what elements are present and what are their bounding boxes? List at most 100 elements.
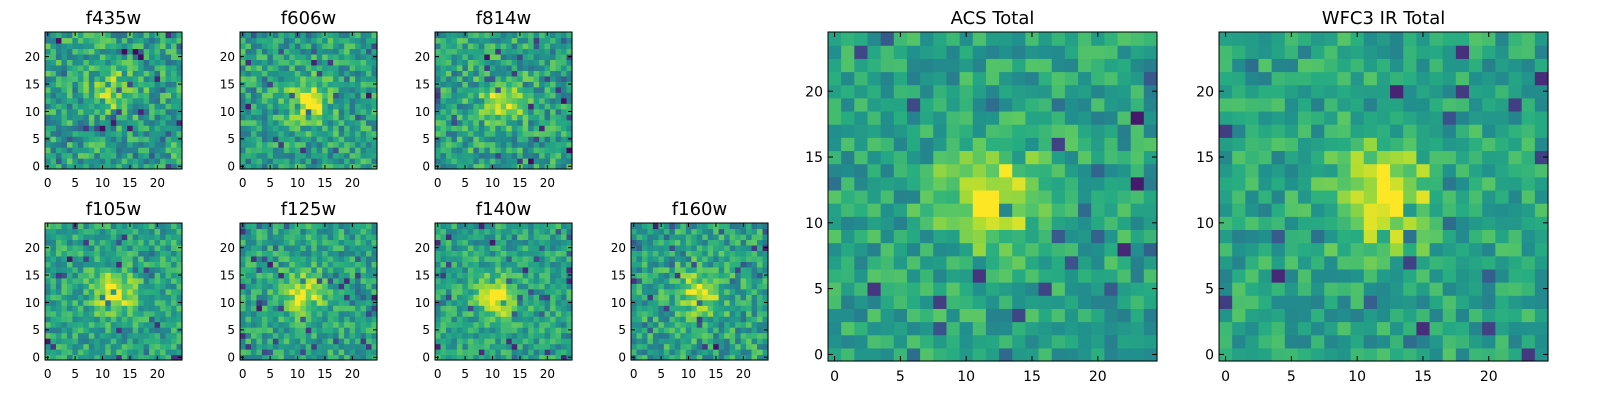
heatmap-cell bbox=[283, 349, 290, 356]
heatmap-cell bbox=[121, 255, 128, 262]
heatmap-cell bbox=[283, 288, 290, 295]
heatmap-cell bbox=[631, 255, 638, 262]
heatmap-cell bbox=[245, 103, 252, 110]
heatmap-cell bbox=[762, 228, 769, 235]
heatmap-cell bbox=[478, 255, 485, 262]
heatmap-cell bbox=[105, 239, 112, 246]
heatmap-cell bbox=[762, 277, 769, 284]
heatmap-cell bbox=[110, 261, 117, 268]
heatmap-cell bbox=[149, 119, 156, 126]
heatmap-cell bbox=[636, 338, 643, 345]
heatmap-cell bbox=[88, 277, 95, 284]
heatmap-cell bbox=[696, 261, 703, 268]
heatmap-cell bbox=[88, 310, 95, 317]
heatmap-cell bbox=[566, 158, 573, 165]
heatmap-cell bbox=[636, 223, 643, 230]
heatmap-cell bbox=[1130, 255, 1145, 270]
heatmap-cell bbox=[500, 97, 507, 104]
heatmap-cell bbox=[267, 261, 274, 268]
heatmap-cell bbox=[473, 141, 480, 148]
heatmap-cell bbox=[544, 305, 551, 312]
heatmap-cell bbox=[528, 332, 535, 339]
heatmap-cell bbox=[550, 70, 557, 77]
heatmap-cell bbox=[999, 334, 1013, 349]
heatmap-cell bbox=[171, 53, 178, 60]
heatmap-cell bbox=[344, 316, 351, 323]
heatmap-cell bbox=[1025, 295, 1040, 309]
heatmap-cell bbox=[1038, 216, 1053, 230]
heatmap-cell bbox=[311, 114, 318, 121]
y-tick-label: 15 bbox=[25, 77, 40, 91]
heatmap-cell bbox=[841, 84, 855, 99]
heatmap-cell bbox=[550, 327, 557, 334]
heatmap-cell bbox=[462, 136, 469, 143]
heatmap-cell bbox=[77, 70, 84, 77]
heatmap-cell bbox=[511, 75, 518, 82]
heatmap-cell bbox=[88, 283, 95, 290]
heatmap-cell bbox=[636, 321, 643, 328]
heatmap-cell bbox=[495, 310, 502, 317]
heatmap-cell bbox=[316, 86, 323, 93]
heatmap-cell bbox=[555, 53, 562, 60]
heatmap-cell bbox=[61, 277, 68, 284]
heatmap-cell bbox=[663, 327, 670, 334]
heatmap-cell bbox=[316, 92, 323, 99]
heatmap-cell bbox=[105, 59, 112, 66]
heatmap-cell bbox=[440, 75, 447, 82]
heatmap-cell bbox=[349, 59, 356, 66]
heatmap-cell bbox=[663, 332, 670, 339]
heatmap-cell bbox=[539, 81, 546, 88]
heatmap-cell bbox=[132, 349, 139, 356]
heatmap-cell bbox=[176, 343, 183, 350]
heatmap-cell bbox=[544, 53, 551, 60]
heatmap-cell bbox=[528, 299, 535, 306]
heatmap-cell bbox=[316, 37, 323, 44]
heatmap-cell bbox=[566, 147, 573, 154]
heatmap-cell bbox=[250, 92, 258, 99]
heatmap-cell bbox=[484, 158, 491, 165]
heatmap-cell bbox=[451, 349, 458, 356]
heatmap-cell bbox=[751, 321, 758, 328]
heatmap-cell bbox=[555, 239, 562, 246]
heatmap-cell bbox=[83, 283, 90, 290]
heatmap-cell bbox=[1025, 189, 1040, 204]
heatmap-cell bbox=[88, 338, 95, 345]
heatmap-cell bbox=[105, 114, 112, 121]
heatmap-cell bbox=[267, 37, 274, 44]
heatmap-cell bbox=[99, 250, 106, 257]
heatmap-cell bbox=[116, 299, 123, 306]
heatmap-cell bbox=[1091, 84, 1105, 99]
heatmap-cell bbox=[143, 152, 150, 159]
heatmap-cell bbox=[160, 97, 167, 104]
heatmap-cell bbox=[154, 141, 161, 148]
heatmap-cell bbox=[311, 119, 318, 126]
heatmap-cell bbox=[311, 354, 318, 361]
heatmap-cell bbox=[283, 152, 290, 159]
heatmap-cell bbox=[652, 277, 659, 284]
heatmap-cell bbox=[45, 114, 52, 121]
heatmap-cell bbox=[533, 332, 540, 339]
heatmap-cell bbox=[154, 42, 161, 50]
heatmap-cell bbox=[555, 299, 562, 306]
heatmap-cell bbox=[305, 239, 312, 246]
heatmap-cell bbox=[707, 228, 714, 235]
heatmap-cell bbox=[66, 64, 73, 71]
heatmap-cell bbox=[45, 130, 52, 137]
heatmap-cell bbox=[451, 81, 458, 88]
heatmap-cell bbox=[511, 299, 518, 306]
heatmap-cell bbox=[99, 272, 106, 279]
heatmap-cell bbox=[327, 48, 334, 55]
heatmap-cell bbox=[61, 316, 68, 323]
heatmap-cell bbox=[72, 338, 79, 345]
y-tick-label: 0 bbox=[422, 160, 430, 174]
heatmap-cell bbox=[138, 48, 145, 55]
heatmap-cell bbox=[45, 92, 52, 99]
heatmap-cell bbox=[561, 158, 568, 165]
heatmap-cell bbox=[311, 130, 318, 137]
heatmap-cell bbox=[327, 32, 334, 39]
heatmap-cell bbox=[550, 233, 557, 241]
heatmap-cell bbox=[245, 250, 252, 257]
heatmap-cell bbox=[550, 255, 557, 262]
heatmap-cell bbox=[1091, 150, 1105, 165]
heatmap-cell bbox=[327, 53, 334, 60]
